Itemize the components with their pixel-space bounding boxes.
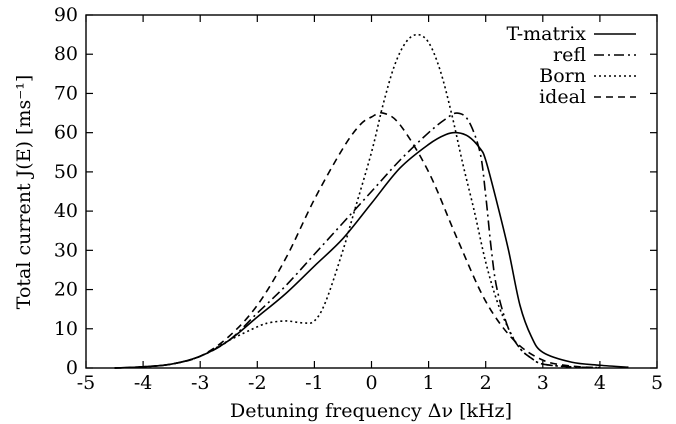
series-line-t-matrix bbox=[114, 131, 629, 369]
x-tick-label: 2 bbox=[480, 372, 492, 394]
x-tick-label: 0 bbox=[365, 372, 377, 394]
x-axis-label: Detuning frequency Δν [kHz] bbox=[230, 400, 512, 422]
y-tick-label: 70 bbox=[54, 82, 78, 104]
legend-label: T-matrix bbox=[507, 23, 587, 45]
series-line-ideal bbox=[114, 111, 600, 369]
y-tick-label: 20 bbox=[54, 279, 78, 301]
x-tick-label: 3 bbox=[537, 372, 549, 394]
y-tick-label: 60 bbox=[54, 122, 78, 144]
y-tick-label: 90 bbox=[54, 4, 78, 26]
legend-label: ideal bbox=[539, 86, 586, 108]
y-tick-label: 30 bbox=[54, 239, 78, 261]
y-tick-label: 40 bbox=[54, 200, 78, 222]
x-tick-label: 1 bbox=[423, 372, 435, 394]
x-tick-label: -5 bbox=[77, 372, 96, 394]
tick-marks bbox=[85, 14, 658, 369]
x-tick-label: 5 bbox=[651, 372, 663, 394]
series-lines bbox=[114, 33, 629, 369]
y-tick-label: 80 bbox=[54, 43, 78, 65]
series-line-born bbox=[114, 33, 572, 369]
legend-label: refl bbox=[553, 44, 586, 66]
x-tick-label: 4 bbox=[594, 372, 606, 394]
x-tick-label: -4 bbox=[134, 372, 153, 394]
legend-label: Born bbox=[539, 65, 586, 87]
y-axis-label: Total current J(E) [ms⁻¹] bbox=[13, 75, 35, 310]
x-tick-label: -2 bbox=[248, 372, 267, 394]
x-tick-label: -3 bbox=[191, 372, 210, 394]
series-line-refl bbox=[114, 112, 600, 369]
y-tick-label: 0 bbox=[66, 357, 78, 379]
x-tick-label: -1 bbox=[305, 372, 324, 394]
y-tick-label: 10 bbox=[54, 318, 78, 340]
y-tick-label: 50 bbox=[54, 161, 78, 183]
